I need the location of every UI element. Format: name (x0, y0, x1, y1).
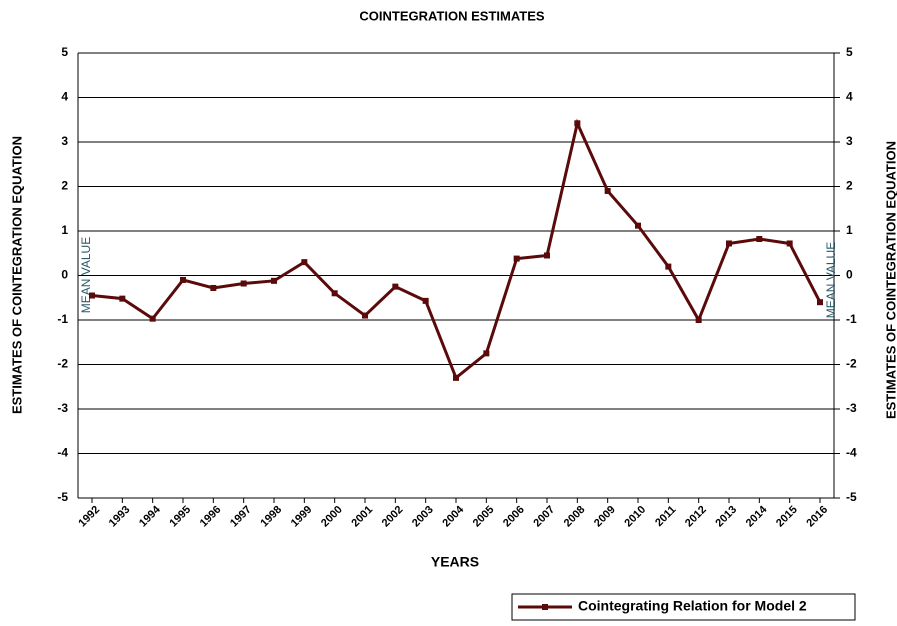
y2-tick-label: -4 (846, 446, 857, 460)
series-marker (513, 255, 520, 262)
y2-tick-label: 2 (846, 179, 853, 193)
series-marker (271, 277, 277, 284)
x-tick-label: 2008 (562, 504, 588, 530)
y-tick-label: -2 (57, 357, 68, 371)
x-axis-label: YEARS (431, 554, 479, 570)
y2-tick-label: 5 (846, 45, 853, 59)
series-marker (89, 292, 95, 299)
y-tick-label: -1 (57, 312, 68, 326)
annotation: MEAN VALUE (79, 237, 93, 313)
series-marker (180, 276, 186, 283)
x-tick-label: 2005 (471, 504, 497, 530)
y2-tick-label: -5 (846, 490, 857, 504)
y-tick-label: 1 (61, 223, 68, 237)
series-marker (786, 240, 793, 247)
y-tick-label: -4 (57, 446, 68, 460)
x-tick-label: 2015 (774, 504, 800, 530)
x-tick-label: 2014 (744, 503, 770, 529)
series-marker (635, 222, 641, 229)
x-tick-label: 1997 (228, 504, 254, 530)
y-tick-label: -3 (57, 401, 68, 415)
x-tick-label: 2011 (653, 504, 678, 529)
x-tick-label: 1992 (76, 504, 102, 530)
y2-tick-label: 4 (846, 90, 853, 104)
x-tick-label: 1994 (137, 503, 163, 529)
series-marker (301, 259, 308, 266)
series-marker (756, 236, 763, 243)
series-marker (422, 297, 429, 304)
series-marker (210, 284, 217, 291)
series-marker (362, 312, 368, 319)
x-tick-label: 2012 (683, 504, 709, 530)
legend-label: Cointegrating Relation for Model 2 (578, 598, 807, 614)
y-tick-label: -5 (57, 490, 68, 504)
y-tick-label: 4 (61, 90, 68, 104)
legend-marker (542, 604, 548, 610)
y2-tick-label: 0 (846, 268, 853, 282)
x-tick-label: 2009 (592, 504, 618, 530)
x-tick-label: 2007 (531, 504, 557, 530)
series-marker (726, 240, 732, 247)
series-marker (817, 299, 823, 306)
series-marker (149, 315, 156, 322)
x-tick-label: 2016 (804, 504, 830, 530)
x-tick-label: 1999 (289, 504, 315, 530)
series-marker (392, 283, 399, 290)
series-marker (119, 295, 126, 302)
series-marker (453, 374, 459, 381)
series-line (91, 118, 822, 381)
x-tick-label: 1995 (167, 504, 193, 530)
series-marker (240, 280, 247, 287)
y-tick-label: 3 (61, 134, 68, 148)
series-marker (665, 263, 672, 270)
y2-axis-label: ESTIMATES OF COINTEGRATION EQUATION (883, 141, 897, 419)
series-marker (544, 252, 550, 259)
series-marker (574, 120, 581, 127)
x-tick-label: 1998 (258, 504, 284, 530)
series-marker (483, 350, 490, 357)
y-tick-label: 0 (61, 268, 68, 282)
y2-tick-label: -2 (846, 357, 857, 371)
x-tick-label: 1996 (198, 504, 224, 530)
x-tick-label: 2004 (440, 503, 466, 529)
y2-tick-label: 3 (846, 134, 853, 148)
y2-tick-label: 1 (846, 223, 853, 237)
series-marker (604, 187, 611, 194)
series-marker (695, 317, 702, 323)
x-tick-label: 2001 (349, 504, 375, 530)
x-tick-label: 2003 (410, 504, 436, 530)
x-tick-label: 1993 (107, 504, 133, 530)
y-tick-label: 2 (61, 179, 68, 193)
annotation: MEAN VALUE (824, 242, 838, 318)
x-tick-label: 2013 (713, 504, 739, 530)
y-tick-label: 5 (61, 45, 68, 59)
y2-tick-label: -1 (846, 312, 857, 326)
x-tick-label: 2002 (380, 504, 406, 530)
x-tick-label: 2000 (319, 504, 345, 530)
chart-title: COINTEGRATION ESTIMATES (359, 8, 544, 23)
y2-tick-label: -3 (846, 401, 857, 415)
x-tick-label: 2010 (622, 504, 648, 530)
x-tick-label: 2006 (501, 504, 527, 530)
y-axis-label: ESTIMATES OF COINTEGRATION EQUATION (9, 136, 24, 414)
series-marker (331, 290, 338, 297)
